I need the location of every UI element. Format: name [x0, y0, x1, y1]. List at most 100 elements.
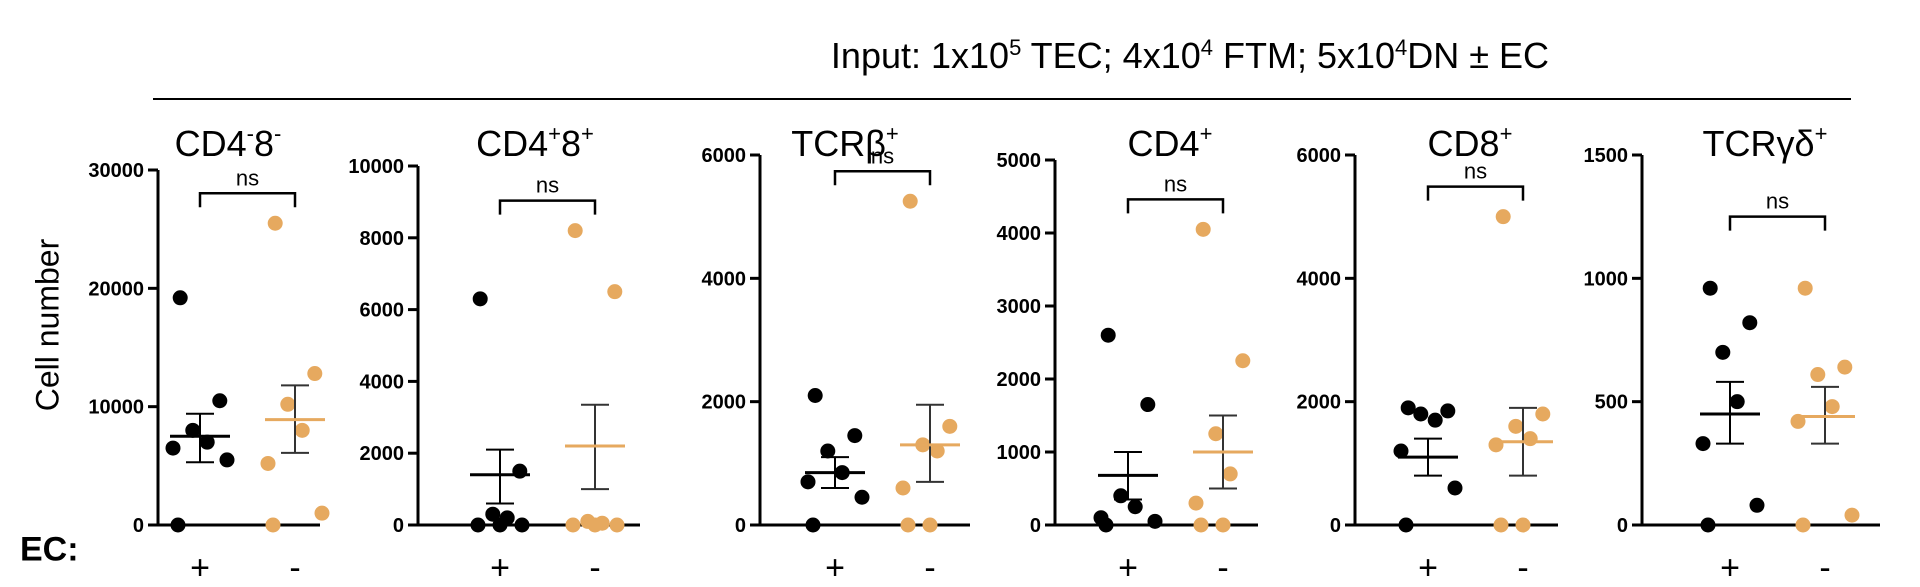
data-point [1715, 344, 1731, 360]
data-point [805, 517, 821, 533]
y-tick-label: 1000 [997, 442, 1042, 464]
data-point [1215, 517, 1231, 533]
panel-title: TCRγδ+ [1702, 121, 1828, 165]
panel-title-text: CD4 [174, 123, 247, 164]
group-label: + [825, 549, 845, 587]
significance-bracket [498, 199, 597, 215]
y-tick-label: 2000 [360, 443, 405, 465]
data-point [1398, 517, 1414, 533]
y-tick-label: 0 [393, 515, 404, 537]
data-point [219, 452, 235, 468]
y-tick-label: 0 [735, 515, 746, 537]
panel-title-text: CD8 [1427, 123, 1500, 164]
y-tick-label: 4000 [702, 268, 747, 290]
data-point [1702, 280, 1718, 296]
data-point [847, 428, 863, 444]
data-point [820, 443, 836, 459]
data-point [307, 366, 323, 382]
data-point [609, 517, 625, 533]
data-point [1100, 327, 1116, 343]
data-point [929, 443, 945, 459]
data-point [1188, 495, 1204, 511]
data-point [314, 505, 330, 521]
title-text: DN ± EC [1407, 35, 1550, 76]
significance-bracket [1126, 198, 1225, 214]
panel-title: CD4+8+ [476, 121, 594, 165]
y-tick-label: 2000 [997, 369, 1042, 391]
data-point [170, 517, 186, 533]
panel-title-text: CD4 [476, 123, 549, 164]
significance-bracket [198, 192, 297, 208]
panel-title-superscript: + [548, 121, 561, 146]
data-point [212, 393, 228, 409]
group-label: - [1819, 549, 1830, 587]
data-point [1700, 517, 1716, 533]
y-tick-label: 6000 [702, 145, 747, 167]
data-point [1797, 280, 1813, 296]
data-point [512, 463, 528, 479]
panel-title-text: 8 [254, 123, 275, 164]
y-tick-label: 4000 [1297, 268, 1342, 290]
data-point [185, 422, 201, 438]
data-point [1495, 209, 1511, 225]
panel-title: CD4-8- [174, 121, 282, 165]
title-exponent: 4 [1395, 35, 1408, 60]
panel-title-superscript: + [1499, 121, 1513, 146]
data-point [922, 517, 938, 533]
y-tick-label: 20000 [88, 278, 144, 300]
data-point [492, 517, 508, 533]
data-point [1522, 431, 1538, 447]
title-text: Input: 1x10 [830, 35, 1010, 76]
panel-title-text: CD4 [1127, 123, 1200, 164]
significance-label: ns [1766, 189, 1789, 214]
data-point [565, 517, 581, 533]
panel-title-superscript: + [1814, 121, 1828, 146]
panel-title: CD8+ [1427, 121, 1513, 165]
significance-label: ns [236, 165, 259, 190]
data-point [587, 517, 603, 533]
group-label: + [1118, 549, 1138, 587]
data-point [1515, 517, 1531, 533]
panel-title-text: 8 [561, 123, 582, 164]
data-point [1729, 394, 1745, 410]
data-point [1127, 499, 1143, 515]
data-point [1222, 466, 1238, 482]
group-label: - [589, 549, 600, 587]
data-point [1535, 406, 1551, 422]
title-exponent: 5 [1009, 35, 1022, 60]
group-label: - [1517, 549, 1528, 587]
data-point [172, 290, 188, 306]
data-point [900, 517, 916, 533]
group-label: + [490, 549, 510, 587]
significance-label: ns [1464, 159, 1487, 184]
data-point [1742, 315, 1758, 331]
panel-title: TCRβ+ [791, 121, 899, 165]
y-tick-label: 3000 [997, 296, 1042, 318]
group-label: + [190, 549, 210, 587]
data-point [1113, 488, 1129, 504]
y-tick-label: 2000 [702, 392, 747, 414]
y-tick-label: 5000 [997, 150, 1042, 172]
group-label-prefix: EC: [20, 530, 79, 569]
panel-title-text: TCRγδ [1702, 123, 1815, 164]
y-tick-label: 500 [1595, 392, 1628, 414]
title-underline [153, 98, 1851, 100]
data-point [1413, 406, 1429, 422]
data-point [199, 434, 215, 450]
y-tick-label: 8000 [360, 228, 405, 250]
panel-title-superscript: + [1199, 121, 1213, 146]
data-point [902, 193, 918, 209]
data-point [942, 418, 958, 434]
data-point [1098, 517, 1114, 533]
figure-title: Input: 1x105 TEC; 4x104 FTM; 5x104DN ± E… [560, 28, 1820, 76]
group-label: - [924, 549, 935, 587]
y-tick-label: 0 [1330, 515, 1341, 537]
data-point [485, 506, 501, 522]
y-tick-label: 6000 [1297, 145, 1342, 167]
y-tick-label: 4000 [360, 371, 405, 393]
data-point [1837, 359, 1853, 375]
y-tick-label: 1500 [1584, 145, 1629, 167]
group-label: - [289, 549, 300, 587]
data-point [1795, 517, 1811, 533]
data-point [1235, 353, 1251, 369]
